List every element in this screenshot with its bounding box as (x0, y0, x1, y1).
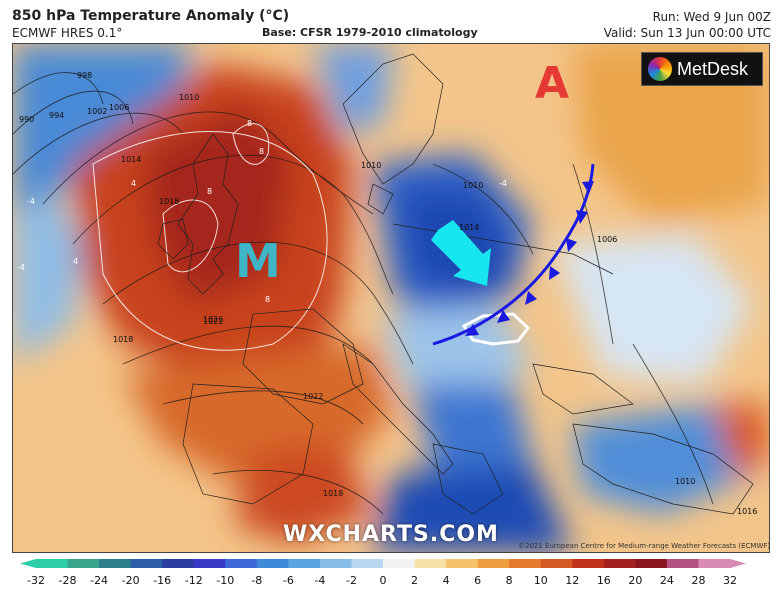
chart-title: 850 hPa Temperature Anomaly (°C) (12, 8, 290, 24)
colorbar-tick-label: -28 (59, 574, 77, 587)
logo-text: MetDesk (677, 58, 749, 79)
colorbar-band (477, 559, 510, 568)
colorbar-tick-label: 10 (534, 574, 548, 587)
isobar-label: 1026 (203, 315, 223, 324)
cyan-arrow-icon (431, 220, 491, 286)
isobar-label: 1018 (323, 489, 343, 498)
isobar-label: 1010 (361, 161, 381, 170)
isobar-label: 994 (49, 111, 64, 120)
colorbar-tick-label: -2 (346, 574, 357, 587)
isobar-label: 1016 (737, 507, 757, 516)
colorbar-tick-label: 0 (380, 574, 387, 587)
colorbar-bands (20, 559, 746, 568)
run-time-label: Run: Wed 9 Jun 00Z (652, 10, 771, 24)
colorbar-band (130, 559, 163, 568)
colorbar-tick-label: 6 (474, 574, 481, 587)
colorbar-band (383, 559, 416, 568)
valid-time-label: Valid: Sun 13 Jun 00:00 UTC (603, 26, 771, 40)
colorbar-band (67, 559, 100, 568)
colorbar-band (635, 559, 668, 568)
colorbar-band (162, 559, 195, 568)
annotation-letter-m: M (235, 234, 281, 288)
isobar-label: 1010 (179, 93, 199, 102)
colorbar-band (509, 559, 542, 568)
colorbar-tick-label: -10 (216, 574, 234, 587)
isobar-label: 1010 (675, 477, 695, 486)
colorbar-band (666, 559, 699, 568)
colorbar-band (351, 559, 384, 568)
contour-label: 8 (265, 295, 270, 304)
contour-label: 8 (247, 119, 252, 128)
colorbar-tick-label: 16 (597, 574, 611, 587)
annotation-letter-a: A (535, 58, 570, 109)
colorbar-band (225, 559, 258, 568)
isobar-label: 1002 (87, 107, 107, 116)
colorbar-band (446, 559, 479, 568)
isobar-label: 1010 (463, 181, 483, 190)
colorbar-tick-label: -6 (283, 574, 294, 587)
colorbar-tick-label: 4 (443, 574, 450, 587)
colorbar-tick-label: 12 (565, 574, 579, 587)
map-canvas: 990 994 998 1002 1006 1010 1014 1018 102… (13, 44, 769, 552)
contour-labels: 8 8 8 8 4 4 -4 -4 -4 (17, 119, 507, 304)
colorbar-band (99, 559, 132, 568)
isobar-label: 1022 (203, 317, 223, 326)
colorbar-band (193, 559, 226, 568)
anomaly-contours (92, 123, 328, 351)
colorbar-band (319, 559, 352, 568)
isobar-label: 1006 (109, 103, 129, 112)
colorbar-band (414, 559, 447, 568)
colorbar-tick-label: -8 (251, 574, 262, 587)
colorbar-tick-label: -32 (27, 574, 45, 587)
colorbar-tick-label: -4 (314, 574, 325, 587)
colorbar-band (698, 559, 731, 568)
colorbar-tick-label: 32 (723, 574, 737, 587)
colorbar-tick-label: -12 (185, 574, 203, 587)
contour-label: 8 (207, 187, 212, 196)
colorbar-end-cap (20, 559, 36, 568)
colorbar-band (36, 559, 69, 568)
colorbar-band (572, 559, 605, 568)
colorbar-band (256, 559, 289, 568)
contour-label: 4 (131, 179, 136, 188)
model-label: ECMWF HRES 0.1° (12, 26, 123, 40)
contour-label: 4 (73, 257, 78, 266)
contour-label: 8 (259, 147, 264, 156)
colorbar-tick-label: -24 (90, 574, 108, 587)
colorbar-tick-label: -16 (153, 574, 171, 587)
colorbar-tick-label: 24 (660, 574, 674, 587)
colorbar-ticks: -32 -28 -24 -20 -16 -12 -10 -8 -6 -4 -2 0 2 4 6 8 10 12 16… (27, 574, 737, 587)
colorbar: -32 -28 -24 -20 -16 -12 -10 -8 -6 -4 -2 0 2 4 6 8 10 12 16… (20, 559, 746, 587)
coastlines (157, 53, 754, 515)
metdesk-color-wheel-icon (648, 57, 672, 81)
colorbar-band (540, 559, 573, 568)
cold-front-teeth (465, 181, 594, 336)
isobar-label: 1018 (159, 197, 179, 206)
isobar-label: 990 (19, 115, 34, 124)
isobar-label: 1014 (459, 223, 479, 232)
colorbar-tick-label: 20 (628, 574, 642, 587)
isobar-label: 998 (77, 71, 92, 80)
isobar-label: 1018 (113, 335, 133, 344)
colorbar-tick-label: -20 (122, 574, 140, 587)
isobar-label: 1006 (597, 235, 617, 244)
colorbar-band (288, 559, 321, 568)
hungary-outline-icon (461, 312, 531, 346)
colorbar-tick-label: 8 (506, 574, 513, 587)
colorbar-end-cap (730, 559, 746, 568)
isobar-label: 1022 (303, 392, 323, 401)
copyright-text: ©2021 European Centre for Medium-range W… (518, 542, 770, 550)
colorbar-tick-label: 28 (691, 574, 705, 587)
isobar-labels: 990 994 998 1002 1006 1010 1014 1018 102… (19, 71, 757, 516)
colorbar-band (603, 559, 636, 568)
colorbar-tick-label: 2 (411, 574, 418, 587)
watermark: WXCHARTS.COM (283, 522, 499, 547)
contour-label: -4 (27, 197, 35, 206)
anomaly-map: 990 994 998 1002 1006 1010 1014 1018 102… (12, 43, 770, 553)
contour-label: -4 (499, 179, 507, 188)
isobar-label: 1014 (121, 155, 141, 164)
climatology-base-label: Base: CFSR 1979-2010 climatology (262, 26, 478, 39)
contour-label: -4 (17, 263, 25, 272)
metdesk-logo: MetDesk (641, 52, 763, 86)
